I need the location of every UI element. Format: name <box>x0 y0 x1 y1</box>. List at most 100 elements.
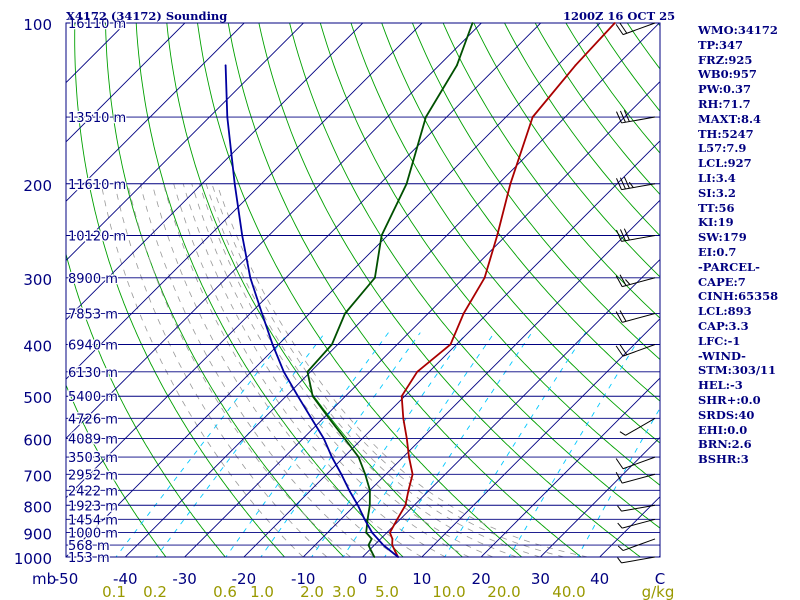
pressure-tick-label: 800 <box>23 498 52 516</box>
dewpoint-point <box>456 64 458 67</box>
sounding-index: LI:3.4 <box>698 170 736 185</box>
parcel-point <box>282 370 285 373</box>
wind-barb <box>615 310 656 323</box>
temperature-point <box>400 395 403 398</box>
isotherm-line <box>66 23 305 262</box>
parcel-point <box>397 556 399 558</box>
wind-barb <box>615 472 656 484</box>
moist-adiabat-line <box>139 183 375 557</box>
temperature-point <box>404 504 407 507</box>
mixing-ratio-line <box>311 332 467 557</box>
sounding-index: -PARCEL- <box>698 259 760 274</box>
plot-frame <box>65 22 661 558</box>
sounding-index: SRDS:40 <box>698 407 755 422</box>
parcel-point <box>322 437 325 440</box>
mixing-ratio-label: 10.0 <box>432 583 465 600</box>
parcel-point <box>382 544 385 546</box>
temperature-point <box>396 518 399 521</box>
parcel-point <box>371 531 373 534</box>
wind-barb-flag <box>619 177 626 190</box>
mixing-ratio-line <box>384 332 533 557</box>
mixing-ratio-line <box>155 332 326 557</box>
mixing-ratio-label: 3.0 <box>332 583 356 600</box>
isotherm-line <box>421 318 660 557</box>
wind-barb-flag <box>619 229 626 241</box>
dewpoint-point <box>344 312 346 315</box>
sounding-index: TP:347 <box>698 37 744 52</box>
temperature-tick-label: 20 <box>472 570 491 588</box>
isotherm-line <box>66 23 245 202</box>
parcel-point <box>348 489 351 492</box>
sounding-index: KI:19 <box>698 215 734 230</box>
isotherm-line <box>66 23 423 380</box>
moist-adiabat-line <box>151 183 399 557</box>
dry-adiabat-line <box>66 384 167 557</box>
wind-barb-staff <box>622 344 656 357</box>
dry-adiabat-line <box>105 23 345 557</box>
sounding-index: SHR+:0.0 <box>698 392 761 407</box>
wind-barb-flag <box>619 431 626 436</box>
height-label: 1923 m <box>68 499 118 514</box>
parcel-point <box>331 456 333 458</box>
wind-barb-flag <box>623 176 630 189</box>
dewpoint-point <box>357 456 360 458</box>
dewpoint-point <box>311 395 314 398</box>
sounding-index: CINH:65358 <box>698 289 779 304</box>
dewpoint-point <box>369 489 371 492</box>
dry-adiabat-line <box>442 23 660 319</box>
height-label: 8900 m <box>68 272 118 287</box>
wind-barb-flag <box>623 228 630 241</box>
temperature-point <box>411 473 414 476</box>
temperature-point <box>496 234 499 237</box>
height-label: 2952 m <box>68 468 118 483</box>
sounding-index: FRZ:925 <box>698 52 753 67</box>
temperature-point <box>574 64 577 67</box>
sounding-index: STM:303/11 <box>698 363 777 378</box>
height-label: 1000 m <box>68 527 118 542</box>
sounding-index: BSHR:3 <box>698 452 749 467</box>
temperature-tick-label: -20 <box>232 570 257 588</box>
dry-adiabat-line <box>319 23 660 486</box>
temperature-tick-label: 10 <box>412 570 431 588</box>
wind-barb-flag <box>615 275 623 287</box>
moist-adiabat-line <box>191 183 494 557</box>
mixing-ratio-line <box>342 332 495 557</box>
isotherm-line <box>539 436 660 557</box>
wind-barb-staff <box>622 313 656 323</box>
sounding-index: CAPE:7 <box>698 274 746 289</box>
mixing-ratio-line <box>508 332 644 557</box>
wind-barb <box>617 518 656 529</box>
height-label: 5400 m <box>68 390 118 405</box>
sounding-index: WB0:957 <box>698 67 757 82</box>
wind-barb-flag <box>619 344 628 356</box>
chart-profiles <box>224 22 616 558</box>
height-label: 6940 m <box>68 339 118 354</box>
wind-barb-staff <box>622 22 656 36</box>
height-label: 568 m <box>68 539 110 554</box>
sounding-index: LCL:927 <box>698 156 752 171</box>
wind-barb-staff <box>622 456 656 470</box>
pressure-tick-label: 100 <box>23 16 52 34</box>
isotherm-line <box>183 80 660 557</box>
parcel-point <box>249 276 252 279</box>
sounding-index: TT:56 <box>698 200 735 215</box>
temperature-axis-unit: C <box>655 570 665 588</box>
height-label: 7853 m <box>68 308 118 323</box>
mixing-ratio-label: 40.0 <box>552 583 585 600</box>
parcel-point <box>310 417 313 420</box>
dewpoint-point <box>331 343 333 346</box>
wind-barb-flag <box>617 505 622 512</box>
height-label: 16110 m <box>68 17 126 32</box>
wind-barb-staff <box>621 116 656 124</box>
dewpoint-point <box>405 182 408 185</box>
dewpoint-point <box>364 473 367 476</box>
sounding-index: RH:71.7 <box>698 96 751 111</box>
temperature-point <box>416 370 419 373</box>
temperature-point <box>509 182 512 185</box>
wind-barb-staff <box>621 504 656 512</box>
height-label: 10120 m <box>68 229 126 244</box>
wind-barb-flag <box>616 178 622 190</box>
